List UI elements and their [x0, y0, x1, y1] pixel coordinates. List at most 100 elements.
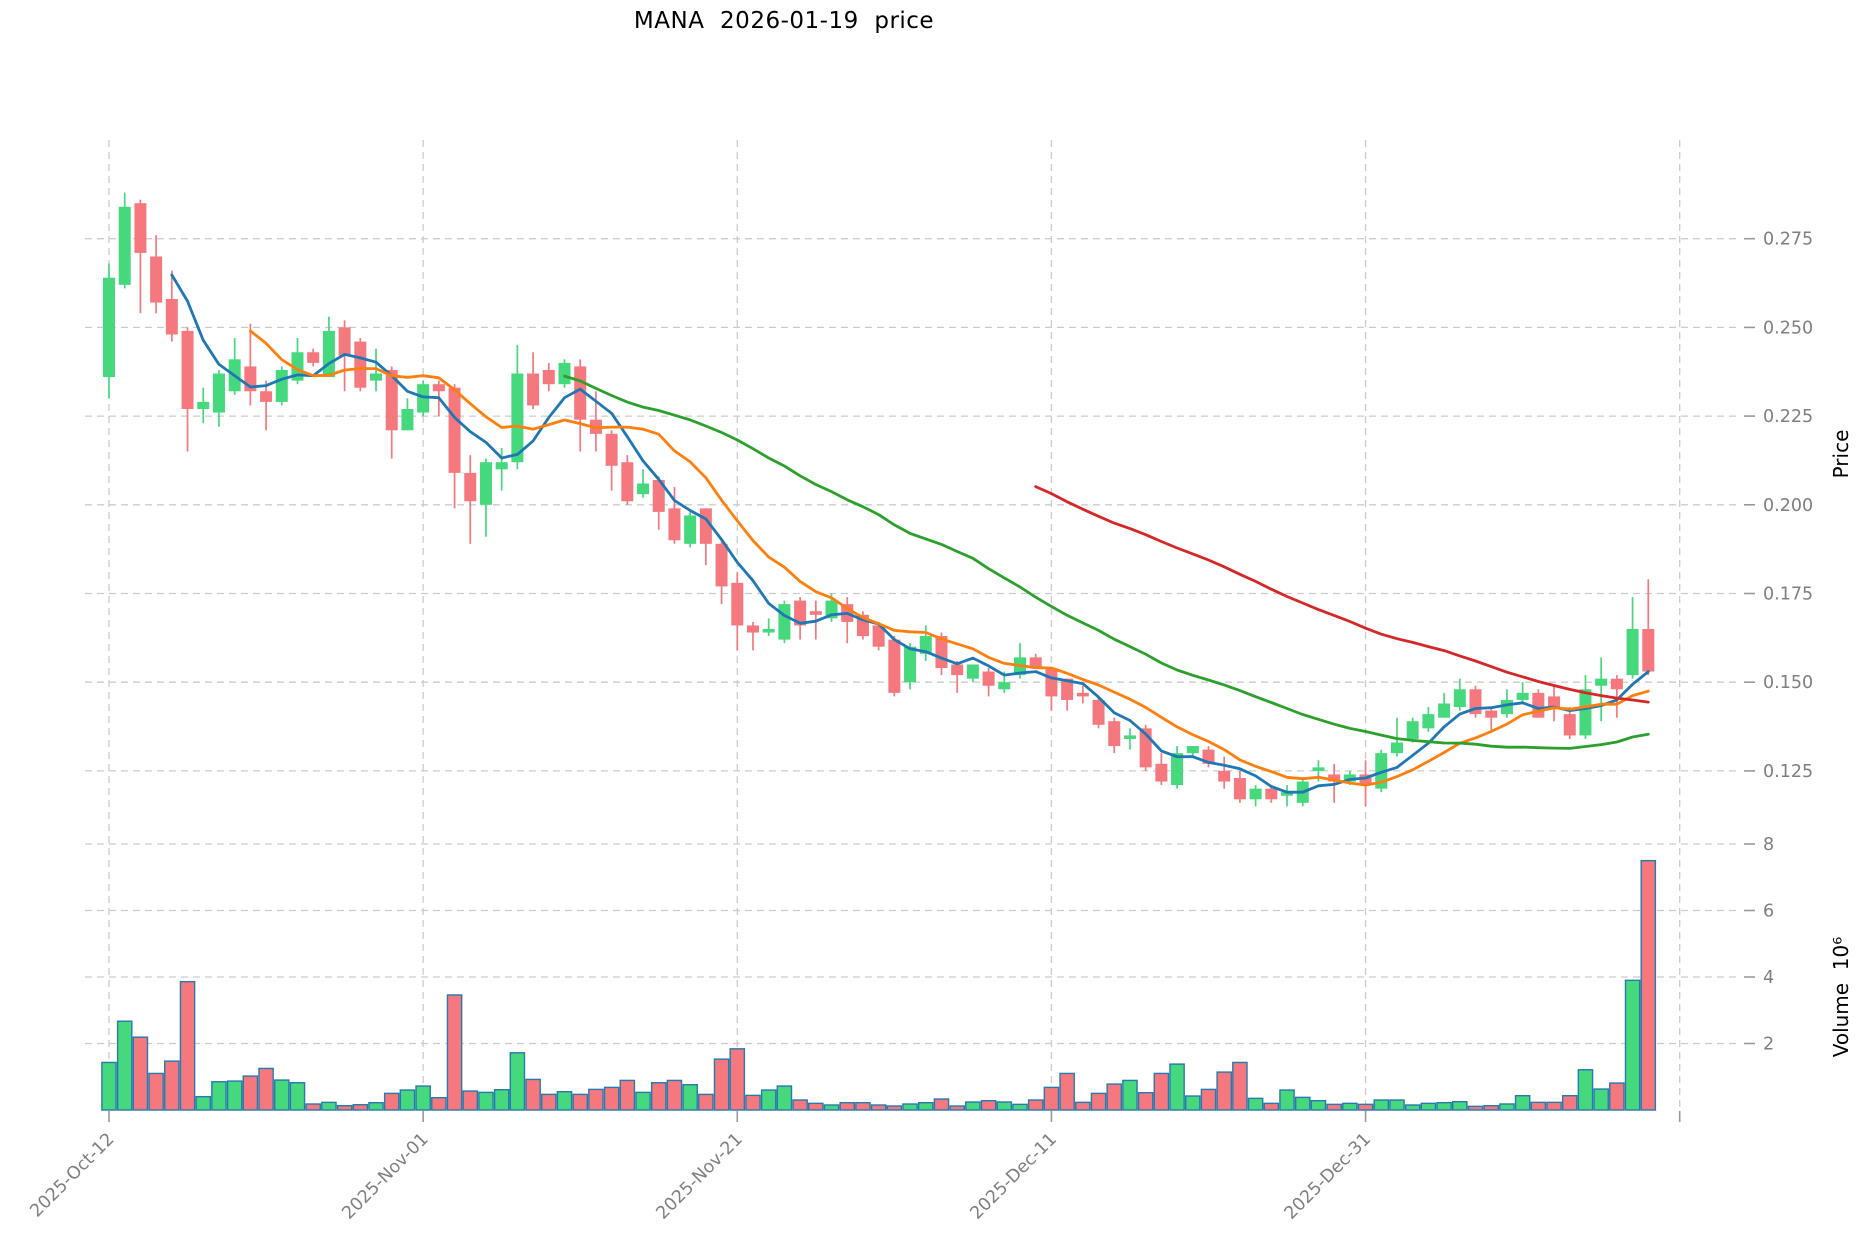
volume-bar — [839, 1101, 856, 1111]
volume-bar — [1216, 1071, 1232, 1111]
x-tick-label: 2025-Dec-31 — [1281, 1129, 1375, 1223]
volume-bar — [1106, 1083, 1123, 1111]
volume-bar — [1043, 1086, 1060, 1111]
volume-bar — [933, 1098, 950, 1111]
candle-body — [872, 625, 885, 647]
candle-body — [558, 362, 571, 385]
volume-bar — [619, 1079, 636, 1111]
chart-title: MANA 2026-01-19 price — [633, 8, 935, 34]
candle-body — [809, 611, 822, 615]
candle-body — [1328, 774, 1341, 782]
volume-bar — [352, 1103, 369, 1111]
candle-body — [1610, 678, 1623, 690]
volume-bar — [745, 1094, 761, 1111]
candle-body — [542, 369, 555, 385]
volume-tick-label: 8 — [1763, 835, 1774, 855]
candle-body — [1186, 746, 1199, 754]
volume-bar — [540, 1093, 557, 1111]
volume-bar — [273, 1079, 290, 1111]
volume-bar — [855, 1101, 871, 1111]
x-tick-label: 2025-Dec-11 — [967, 1129, 1061, 1223]
candle-body — [1642, 628, 1655, 672]
candle-body — [668, 508, 681, 541]
volume-bar — [1090, 1092, 1107, 1111]
volume-bar — [164, 1060, 180, 1111]
volume-bar — [305, 1103, 321, 1111]
candle-body — [904, 646, 917, 683]
volume-bar — [1247, 1097, 1264, 1111]
candle-body — [621, 462, 634, 502]
volume-bar — [556, 1091, 573, 1111]
volume-bar — [1561, 1095, 1578, 1111]
volume-tick-label: 4 — [1763, 968, 1774, 988]
candle-body — [275, 369, 288, 402]
candle-body — [605, 433, 618, 466]
volume-bar — [1263, 1102, 1280, 1111]
volume-bar — [1499, 1103, 1515, 1111]
volume-bar — [980, 1099, 997, 1111]
volume-bar — [1279, 1089, 1295, 1111]
candle-body — [432, 384, 445, 392]
volume-bar — [870, 1104, 887, 1111]
candle-body — [134, 203, 147, 253]
volume-bar — [1059, 1072, 1075, 1111]
volume-bar — [321, 1101, 337, 1111]
volume-bar — [698, 1093, 714, 1111]
volume-tick-label: 2 — [1763, 1035, 1774, 1055]
candle-body — [479, 462, 492, 505]
volume-bar — [572, 1093, 589, 1111]
candle-body — [1249, 788, 1262, 800]
volume-bar — [1232, 1061, 1248, 1111]
candle-body — [197, 401, 210, 410]
volume-bar — [1404, 1104, 1421, 1111]
volume-bar — [949, 1105, 965, 1111]
candle-body — [1390, 742, 1403, 754]
candle-body — [951, 664, 964, 676]
candle-body — [1406, 721, 1419, 739]
volume-bar — [211, 1081, 227, 1111]
volume-bar — [242, 1075, 259, 1111]
volume-bar — [336, 1104, 353, 1111]
volume-bar — [792, 1099, 808, 1111]
volume-bar — [1640, 859, 1657, 1111]
candle-body — [684, 515, 697, 544]
volume-bar — [289, 1082, 306, 1111]
candle-body — [448, 387, 461, 473]
volume-bar — [1546, 1101, 1562, 1111]
candle-body — [401, 409, 414, 431]
candle-body — [1171, 753, 1184, 786]
candle-body — [1155, 763, 1168, 782]
candle-body — [1076, 692, 1089, 697]
candle-body — [103, 277, 115, 378]
candle-body — [919, 636, 932, 654]
volume-bar — [446, 994, 463, 1111]
volume-bar — [713, 1058, 730, 1111]
volume-bar — [666, 1079, 683, 1111]
candle-body — [307, 352, 320, 363]
volume-bar — [1624, 979, 1641, 1111]
volume-bar — [1169, 1063, 1185, 1111]
candle-body — [1029, 657, 1042, 669]
candle-body — [966, 664, 979, 679]
candle-body — [118, 206, 131, 285]
price-tick-label: 0.250 — [1763, 318, 1813, 338]
candle-body — [652, 479, 665, 512]
volume-bar — [1389, 1099, 1405, 1111]
candle-body — [495, 462, 508, 470]
candle-body — [998, 682, 1011, 690]
volume-axis-label: Volume 10⁶ — [1829, 936, 1853, 1058]
candle-body — [1045, 668, 1058, 697]
volume-bar — [1012, 1103, 1028, 1111]
price-tick-label: 0.200 — [1763, 496, 1813, 516]
volume-bar — [462, 1090, 479, 1111]
volume-bar — [1122, 1079, 1138, 1111]
candle-body — [1108, 721, 1121, 747]
volume-bar — [635, 1091, 651, 1111]
volume-bar — [1467, 1105, 1484, 1111]
volume-bar — [148, 1072, 164, 1111]
ma-line-60 — [1034, 485, 1650, 704]
candle-body — [1563, 714, 1576, 736]
volume-bar — [1530, 1101, 1547, 1111]
volume-bar — [368, 1101, 384, 1111]
candle-body — [260, 391, 273, 402]
